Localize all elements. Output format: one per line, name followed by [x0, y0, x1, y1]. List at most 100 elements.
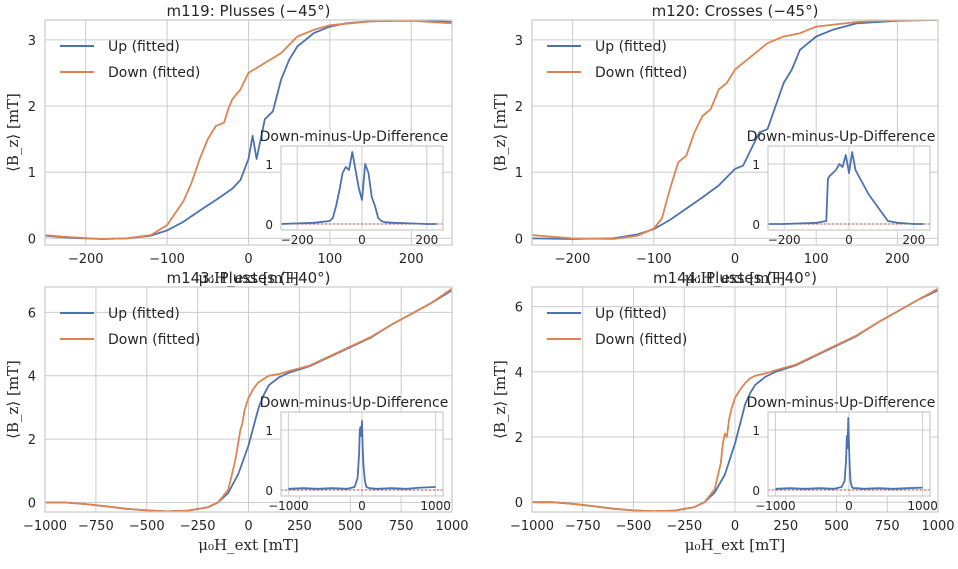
inset-title: Down-minus-Up-Difference	[260, 129, 449, 145]
panel-3-x-tick-label: 1000	[921, 519, 954, 534]
legend-label-up: Up (fitted)	[108, 39, 180, 55]
inset-3-x-tick-label: −1000	[755, 499, 796, 513]
panel-1-x-tick-label: 200	[885, 252, 910, 267]
inset-0-x-tick-label: −200	[281, 233, 314, 247]
inset-series	[768, 151, 930, 225]
inset-frame	[767, 145, 931, 231]
panel-3-x-tick-label: 750	[875, 519, 900, 534]
down-fitted-line	[532, 20, 938, 240]
inset-frame	[280, 145, 444, 231]
panel-0-y-tick-label: 2	[28, 100, 36, 115]
inset-series	[281, 151, 443, 225]
panel-2-y-tick-label: 4	[28, 370, 36, 385]
panel-0-y-tick-label: 3	[28, 34, 36, 49]
y-axis-label: ⟨B_z⟩ [mT]	[491, 360, 509, 439]
inset-title: Down-minus-Up-Difference	[260, 395, 449, 411]
legend-label-down: Down (fitted)	[595, 65, 687, 81]
y-axis-label: ⟨B_z⟩ [mT]	[491, 93, 509, 172]
legend-label-up: Up (fitted)	[595, 306, 667, 322]
x-axis-label: μ₀H_ext [mT]	[198, 536, 298, 554]
inset-0-y-tick-label: 1	[265, 158, 273, 172]
legend: Up (fitted) Down (fitted)	[547, 306, 687, 348]
panel-2-x-tick-label: −500	[129, 519, 165, 534]
panel-3-x-tick-label: −750	[565, 519, 601, 534]
panel-0-y-tick-label: 0	[28, 232, 36, 247]
x-axis-label: μ₀H_ext [mT]	[685, 269, 785, 287]
legend-label-down: Down (fitted)	[108, 332, 200, 348]
difference-line	[281, 151, 437, 225]
panel-0-series	[45, 20, 452, 240]
panel-2-series	[45, 287, 452, 512]
inset-3-x-tick-label: 0	[845, 499, 853, 513]
panel-2-x-tick-label: 250	[287, 519, 312, 534]
panel-1-frame	[531, 19, 939, 246]
difference-line	[768, 151, 924, 225]
down-fitted-line	[45, 287, 452, 512]
legend-label-up: Up (fitted)	[108, 306, 180, 322]
inset-1-x-tick-label: 200	[902, 233, 925, 247]
panel-2-y-tick-label: 6	[28, 306, 36, 321]
inset-3-y-tick-label: 1	[752, 424, 760, 438]
x-axis-label: μ₀H_ext [mT]	[685, 536, 785, 554]
panel-3-y-tick-label: 0	[515, 496, 523, 511]
panel-2-x-tick-label: −250	[180, 519, 216, 534]
inset-1-x-tick-label: 0	[845, 233, 853, 247]
panel-3-series	[532, 287, 938, 512]
panel-0-x-tick-label: 200	[399, 252, 424, 267]
legend: Up (fitted) Down (fitted)	[60, 306, 200, 348]
panel-2-x-tick-label: 1000	[435, 519, 468, 534]
panel-1-y-tick-label: 2	[515, 100, 523, 115]
panel-3-x-tick-label: −500	[616, 519, 652, 534]
panel-1-y-tick-label: 3	[515, 34, 523, 49]
panel-2-x-tick-label: 500	[338, 519, 363, 534]
panel-title: m119: Plusses (−45°)	[166, 2, 330, 20]
legend-label-down: Down (fitted)	[108, 65, 200, 81]
inset-3-y-tick-label: 0	[752, 484, 760, 498]
panel-2-x-tick-label: −750	[78, 519, 114, 534]
panel-1-series	[532, 20, 938, 240]
panel-3-y-tick-label: 6	[515, 301, 523, 316]
panel-2-x-tick-label: −1000	[23, 519, 67, 534]
panel-1-x-tick-label: −200	[555, 252, 591, 267]
inset-2-x-tick-label: −1000	[268, 499, 309, 513]
inset-1-x-tick-label: −200	[768, 233, 801, 247]
inset-frame	[767, 411, 931, 497]
panel-2-y-tick-label: 2	[28, 433, 36, 448]
inset-2-x-tick-label: 1000	[420, 499, 451, 513]
panel-2-frame	[44, 286, 453, 513]
legend: Up (fitted) Down (fitted)	[547, 39, 687, 81]
panel-3-x-tick-label: 250	[773, 519, 798, 534]
inset-series	[281, 420, 443, 491]
panel-3-frame	[531, 286, 939, 513]
inset-3-x-tick-label: 1000	[907, 499, 938, 513]
panel-0-x-tick-label: 100	[317, 252, 342, 267]
inset-title: Down-minus-Up-Difference	[747, 395, 936, 411]
inset-0-axes: −200 0 200 0 1	[265, 146, 443, 247]
panel-1-y-tick-label: 1	[515, 166, 523, 181]
y-axis-label: ⟨B_z⟩ [mT]	[4, 93, 22, 172]
panel-1-x-tick-label: 100	[804, 252, 829, 267]
inset-1-y-tick-label: 0	[752, 218, 760, 232]
difference-line	[775, 417, 923, 490]
panel-3-x-tick-label: −1000	[510, 519, 554, 534]
inset-0-x-tick-label: 0	[358, 233, 366, 247]
panel-title: m144: Plusses (+40°)	[653, 269, 817, 287]
panel-title: m120: Crosses (−45°)	[652, 2, 819, 20]
panel-3-x-tick-label: 500	[824, 519, 849, 534]
inset-frame	[280, 411, 444, 497]
panel-3-x-tick-label: −250	[666, 519, 702, 534]
legend-label-down: Down (fitted)	[595, 332, 687, 348]
panel-0-x-tick-label: −200	[68, 252, 104, 267]
panel-0-frame	[44, 19, 453, 246]
panel-1-y-tick-label: 0	[515, 232, 523, 247]
panel-2-y-tick-label: 0	[28, 496, 36, 511]
x-axis-label: μ₀H_ext [mT]	[198, 269, 298, 287]
panel-2-x-tick-label: 750	[389, 519, 414, 534]
panel-0-x-tick-label: −100	[149, 252, 185, 267]
panel-3-y-tick-label: 4	[515, 366, 523, 381]
panel-1-x-tick-label: 0	[731, 252, 739, 267]
inset-2-x-tick-label: 0	[358, 499, 366, 513]
inset-2-y-tick-label: 0	[265, 484, 273, 498]
